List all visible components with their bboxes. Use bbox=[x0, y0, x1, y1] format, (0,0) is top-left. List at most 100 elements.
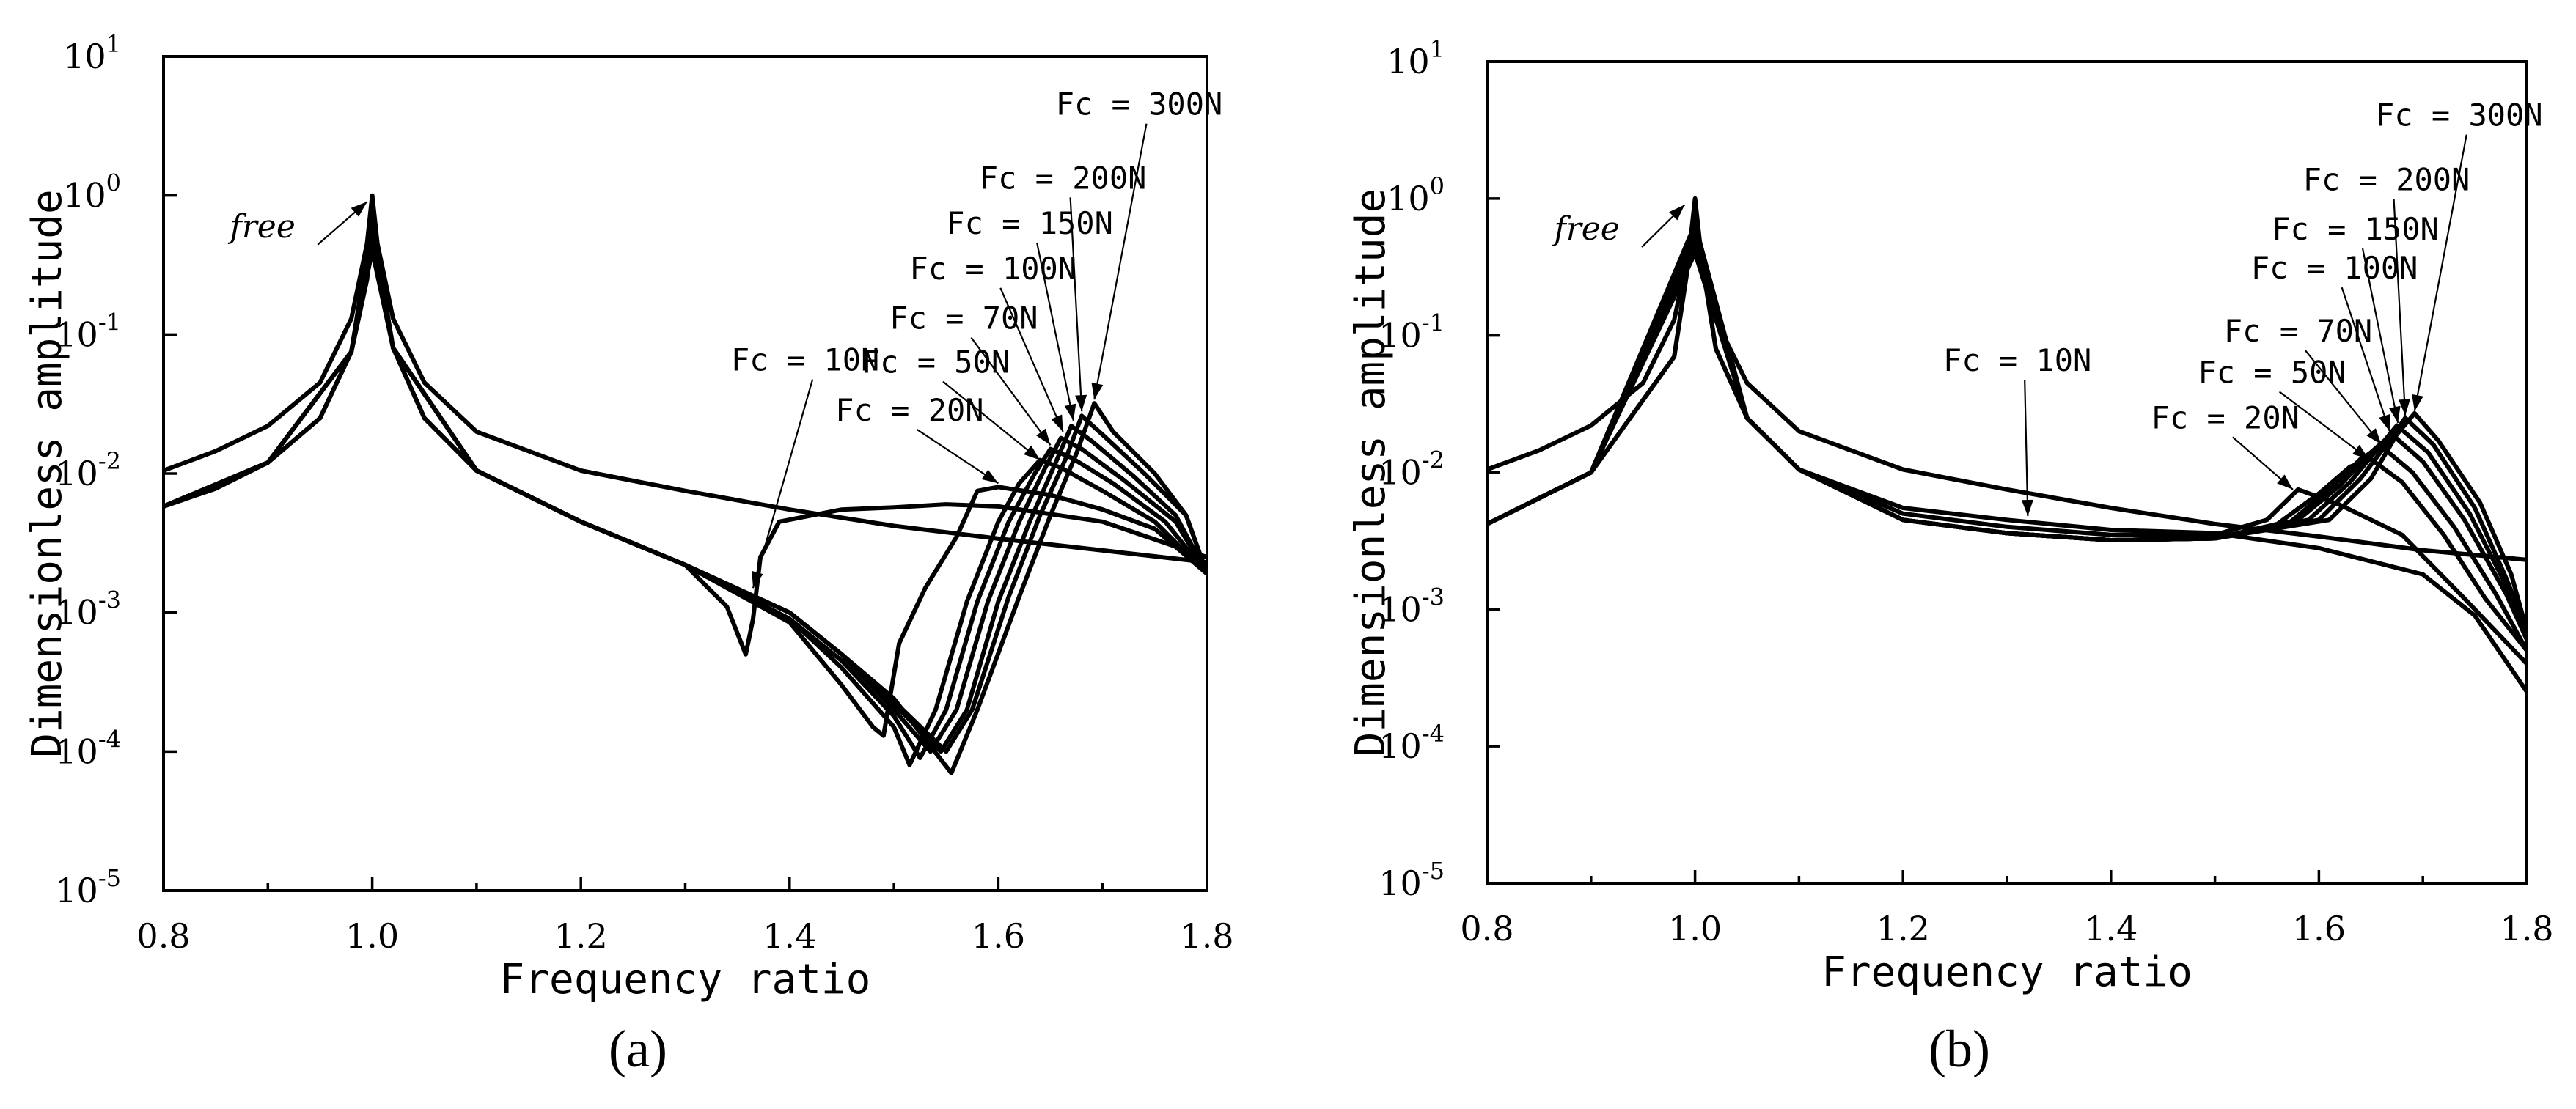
annotation-label: Fc = 150N bbox=[946, 205, 1113, 241]
x-tick-label: 1.4 bbox=[2084, 909, 2138, 948]
annotation-arrowhead bbox=[1669, 205, 1685, 221]
annotation-label: Fc = 200N bbox=[980, 160, 1147, 196]
annotation-label: free bbox=[227, 208, 295, 246]
y-tick-base: 10 bbox=[63, 37, 106, 76]
y-tick-exponent: -5 bbox=[98, 864, 121, 892]
y-tick-label: 10-5 bbox=[55, 864, 121, 910]
annotation-label: Fc = 10N bbox=[1943, 342, 2091, 378]
x-tick-label: 1.0 bbox=[345, 916, 399, 956]
annotation-arrow bbox=[2361, 248, 2399, 424]
annotation-arrowhead bbox=[1075, 394, 1087, 412]
y-tick-label: 10-4 bbox=[55, 725, 121, 771]
x-tick-label: 1.2 bbox=[554, 916, 608, 956]
annotation-arrow bbox=[942, 380, 1041, 461]
y-tick-exponent: 0 bbox=[1430, 172, 1445, 200]
annotation-arrow bbox=[999, 287, 1064, 432]
annotation-arrowhead bbox=[1051, 414, 1063, 432]
series-line-fc-200n bbox=[1487, 243, 2527, 633]
x-tick-label: 1.4 bbox=[763, 916, 816, 956]
series-line-fc-300n bbox=[1487, 251, 2527, 633]
series-line-fc-200n bbox=[164, 241, 1207, 754]
annotation-arrowhead bbox=[2379, 413, 2390, 432]
annotation-arrowhead bbox=[2389, 405, 2401, 423]
x-tick-label: 1.8 bbox=[2500, 909, 2553, 948]
y-tick-label: 100 bbox=[1387, 172, 1445, 218]
y-tick-base: 10 bbox=[55, 871, 98, 910]
x-tick-label: 1.8 bbox=[1180, 916, 1233, 956]
annotation-arrowhead bbox=[1024, 445, 1041, 460]
y-tick-label: 10-1 bbox=[1379, 309, 1445, 355]
y-tick-exponent: -3 bbox=[98, 586, 121, 614]
x-tick-label: 0.8 bbox=[1460, 909, 1513, 948]
series-line-fc-150n bbox=[1487, 237, 2527, 642]
y-tick-base: 10 bbox=[55, 593, 98, 633]
y-tick-exponent: -4 bbox=[1422, 720, 1445, 748]
y-tick-exponent: -2 bbox=[98, 447, 121, 475]
y-tick-base: 10 bbox=[1379, 726, 1422, 766]
annotation-arrow bbox=[2305, 350, 2382, 446]
y-tick-base: 10 bbox=[1379, 453, 1422, 493]
y-tick-exponent: -2 bbox=[1422, 446, 1445, 474]
annotation-label: Fc = 150N bbox=[2272, 211, 2439, 247]
annotation-arrow bbox=[970, 336, 1052, 446]
annotation-arrowhead bbox=[981, 469, 999, 484]
annotation-label: Fc = 70N bbox=[889, 300, 1038, 336]
y-tick-label: 10-2 bbox=[55, 447, 121, 493]
y-tick-exponent: 1 bbox=[106, 30, 121, 58]
annotation-label: Fc = 20N bbox=[835, 392, 983, 428]
annotation-arrow bbox=[752, 379, 814, 589]
annotation-label: Fc = 100N bbox=[2251, 250, 2418, 286]
y-tick-base: 10 bbox=[1379, 316, 1422, 355]
annotation-label: free bbox=[1552, 210, 1619, 248]
panel-label: (b) bbox=[1929, 1020, 1990, 1078]
y-tick-exponent: 0 bbox=[106, 169, 121, 197]
y-tick-base: 10 bbox=[55, 454, 98, 493]
annotation-arrow bbox=[1036, 242, 1074, 421]
panel-label: (a) bbox=[609, 1020, 667, 1078]
y-tick-exponent: -5 bbox=[1422, 857, 1445, 885]
annotation-label: Fc = 300N bbox=[1056, 86, 1223, 122]
annotation-label: Fc = 200N bbox=[2303, 161, 2470, 197]
y-tick-label: 10-4 bbox=[1379, 720, 1445, 766]
annotation-arrow bbox=[2278, 391, 2370, 460]
annotation-arrowhead bbox=[2277, 474, 2293, 490]
y-tick-label: 10-3 bbox=[55, 586, 121, 633]
annotation-arrow bbox=[1093, 123, 1148, 400]
y-tick-base: 10 bbox=[55, 314, 98, 354]
y-tick-exponent: 1 bbox=[1430, 35, 1445, 63]
y-tick-exponent: -1 bbox=[1422, 309, 1445, 337]
annotation-label: Fc = 300N bbox=[2376, 97, 2543, 133]
y-tick-label: 100 bbox=[63, 169, 121, 215]
annotation-arrow bbox=[2413, 134, 2467, 412]
annotation-arrowhead bbox=[2412, 394, 2423, 411]
y-tick-label: 10-5 bbox=[1379, 857, 1445, 903]
x-axis-title: Frequency ratio bbox=[500, 956, 871, 1003]
y-axis-title: Dimensionless amplitude bbox=[23, 189, 71, 757]
y-tick-label: 10-2 bbox=[1379, 446, 1445, 493]
annotation-label: Fc = 20N bbox=[2151, 399, 2300, 435]
y-tick-base: 10 bbox=[1387, 42, 1430, 81]
y-axis-title: Dimensionless amplitude bbox=[1347, 188, 1395, 756]
chart-panel-b: 0.8 1.0 1.2 1.4 1.6 1.810110010-110-210-310-4… bbox=[1347, 35, 2554, 1078]
annotation-arrowhead bbox=[2352, 444, 2369, 460]
annotation-arrowhead bbox=[752, 570, 763, 589]
y-tick-label: 10-3 bbox=[1379, 583, 1445, 629]
annotation-arrowhead bbox=[2366, 428, 2382, 445]
annotation-arrowhead bbox=[2399, 399, 2410, 416]
annotation-label: Fc = 50N bbox=[2198, 354, 2346, 390]
y-tick-base: 10 bbox=[63, 176, 106, 215]
y-tick-base: 10 bbox=[1387, 179, 1430, 218]
y-tick-label: 10-1 bbox=[55, 308, 121, 354]
annotation-arrow bbox=[916, 428, 999, 485]
annotation-label: Fc = 100N bbox=[909, 251, 1076, 287]
annotation-arrow bbox=[2393, 199, 2407, 416]
annotation-arrowhead bbox=[1091, 383, 1104, 400]
annotation-arrowhead bbox=[1036, 428, 1051, 446]
x-tick-label: 1.6 bbox=[972, 916, 1025, 956]
series-line-free bbox=[164, 193, 1207, 565]
annotation-arrowhead bbox=[1064, 403, 1076, 421]
x-tick-label: 1.6 bbox=[2292, 909, 2346, 948]
y-tick-base: 10 bbox=[1379, 589, 1422, 629]
annotation-label: Fc = 10N bbox=[731, 342, 879, 378]
